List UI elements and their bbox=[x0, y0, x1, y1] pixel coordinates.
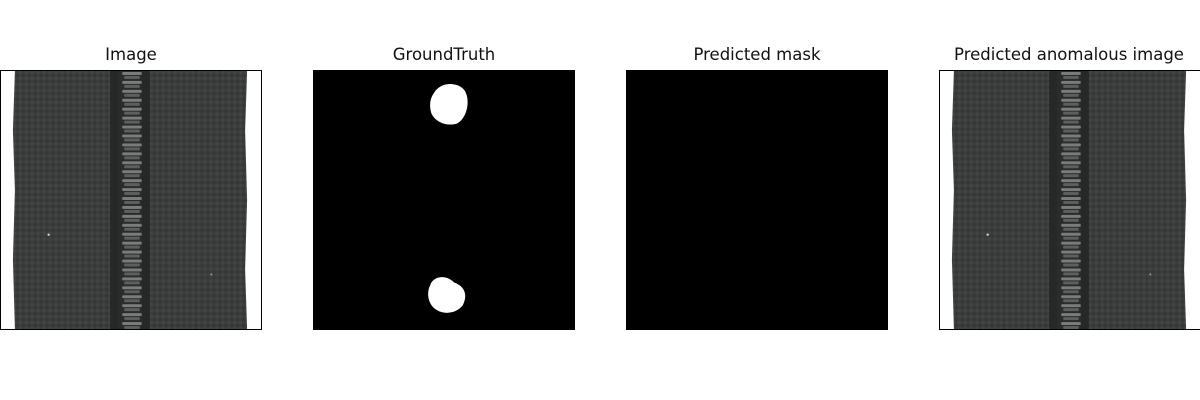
groundtruth-panel bbox=[313, 70, 575, 330]
empty-mask bbox=[627, 71, 887, 329]
anomaly-region-bottom bbox=[428, 277, 466, 313]
anomaly-region-top bbox=[430, 84, 468, 125]
image-panel bbox=[0, 70, 262, 330]
panel-title-predicted-anomalous-image: Predicted anomalous image bbox=[954, 45, 1184, 64]
panel-title-predicted-mask: Predicted mask bbox=[693, 45, 821, 64]
predicted-anomalous-image-panel bbox=[939, 70, 1200, 330]
zipper-photo bbox=[1, 71, 261, 329]
panel-title-image: Image bbox=[105, 45, 157, 64]
ground-truth-mask bbox=[314, 71, 574, 329]
predicted-mask-panel bbox=[626, 70, 888, 330]
zipper-photo bbox=[940, 71, 1200, 329]
panel-title-groundtruth: GroundTruth bbox=[392, 45, 496, 64]
